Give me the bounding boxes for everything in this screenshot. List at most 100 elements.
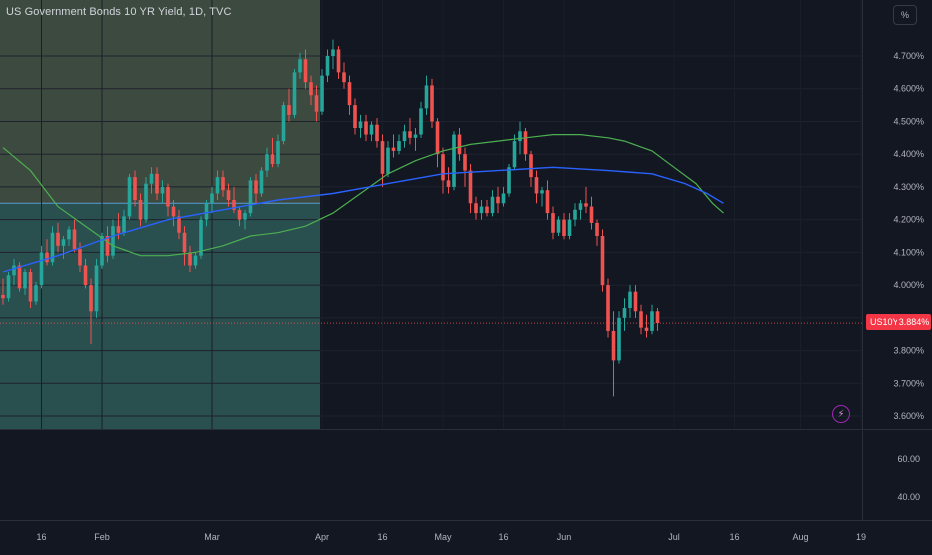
candle[interactable] xyxy=(617,311,621,364)
candle[interactable] xyxy=(127,173,132,220)
candle[interactable] xyxy=(6,272,11,302)
candle[interactable] xyxy=(353,98,357,135)
candle[interactable] xyxy=(232,186,236,214)
candle[interactable] xyxy=(551,206,555,240)
candle[interactable] xyxy=(309,75,313,106)
candle[interactable] xyxy=(479,200,484,220)
candle[interactable] xyxy=(138,193,143,227)
candle[interactable] xyxy=(155,167,159,201)
candle[interactable] xyxy=(474,196,478,220)
candle[interactable] xyxy=(166,183,170,217)
candle[interactable] xyxy=(633,285,638,318)
candle[interactable] xyxy=(149,167,154,194)
candle[interactable] xyxy=(265,147,269,178)
candle[interactable] xyxy=(534,170,539,204)
candle[interactable] xyxy=(441,147,445,194)
candle[interactable] xyxy=(182,226,187,266)
candle[interactable] xyxy=(199,216,203,259)
candle[interactable] xyxy=(573,203,577,227)
candle[interactable] xyxy=(523,128,528,161)
candle[interactable] xyxy=(83,258,88,289)
candle[interactable] xyxy=(507,164,511,197)
candle[interactable] xyxy=(325,49,330,83)
candle[interactable] xyxy=(358,114,363,138)
candle[interactable] xyxy=(606,278,610,338)
candle[interactable] xyxy=(45,239,49,266)
candle[interactable] xyxy=(89,278,93,345)
candle[interactable] xyxy=(111,219,115,259)
candle[interactable] xyxy=(413,128,418,151)
candle[interactable] xyxy=(28,268,33,309)
candle[interactable] xyxy=(501,186,506,207)
candle[interactable] xyxy=(50,226,55,266)
candle[interactable] xyxy=(446,167,451,194)
candle[interactable] xyxy=(375,118,379,148)
candle[interactable] xyxy=(270,137,275,168)
candle[interactable] xyxy=(342,62,346,89)
candle[interactable] xyxy=(512,134,517,171)
candle[interactable] xyxy=(34,281,38,305)
candle[interactable] xyxy=(188,245,192,273)
candle[interactable] xyxy=(562,213,566,240)
candle[interactable] xyxy=(133,170,137,207)
candle[interactable] xyxy=(331,39,335,70)
candle[interactable] xyxy=(540,186,544,207)
candle[interactable] xyxy=(567,213,572,240)
price-axis[interactable]: 4.700% 4.600% 4.500% 4.400% 4.300% 4.200% 4.10… xyxy=(893,51,924,502)
candle[interactable] xyxy=(600,229,605,292)
candle[interactable] xyxy=(171,200,176,227)
candle[interactable] xyxy=(397,134,401,155)
candle[interactable] xyxy=(292,69,297,119)
candle[interactable] xyxy=(644,314,649,338)
candle[interactable] xyxy=(628,285,632,318)
candle[interactable] xyxy=(424,75,429,115)
candle[interactable] xyxy=(402,124,407,148)
candle[interactable] xyxy=(221,170,225,197)
candle[interactable] xyxy=(556,216,561,237)
candle[interactable] xyxy=(243,209,247,230)
candle[interactable] xyxy=(298,52,302,79)
candle[interactable] xyxy=(94,258,99,318)
candle[interactable] xyxy=(259,167,264,197)
candle[interactable] xyxy=(485,200,489,217)
candle[interactable] xyxy=(314,85,319,122)
candle[interactable] xyxy=(248,177,253,217)
candle[interactable] xyxy=(650,304,654,335)
candle[interactable] xyxy=(193,252,198,269)
unit-button[interactable]: % xyxy=(893,5,917,25)
candle[interactable] xyxy=(12,258,16,286)
candle[interactable] xyxy=(23,268,27,295)
candle[interactable] xyxy=(364,114,368,142)
lightning-icon[interactable]: ⚡ xyxy=(832,405,850,423)
candle[interactable] xyxy=(56,222,60,253)
candle[interactable] xyxy=(72,219,77,253)
time-axis[interactable]: 16 Feb Mar Apr 16 May 16 Jun Jul 16 Aug 19 xyxy=(36,532,866,542)
candle[interactable] xyxy=(611,311,616,397)
candle[interactable] xyxy=(639,304,643,335)
candle[interactable] xyxy=(276,134,280,168)
candle[interactable] xyxy=(655,308,660,331)
candle[interactable] xyxy=(122,209,126,237)
candle[interactable] xyxy=(622,298,627,331)
candle[interactable] xyxy=(215,170,220,201)
candle[interactable] xyxy=(160,180,165,204)
candle[interactable] xyxy=(100,232,104,269)
candle[interactable] xyxy=(419,101,423,138)
candle[interactable] xyxy=(457,128,462,161)
candle[interactable] xyxy=(496,186,500,214)
candle[interactable] xyxy=(67,226,71,246)
candle[interactable] xyxy=(144,177,148,223)
candle[interactable] xyxy=(430,78,434,129)
candle[interactable] xyxy=(281,101,286,145)
candle[interactable] xyxy=(1,278,5,305)
candle[interactable] xyxy=(287,88,291,122)
candle[interactable] xyxy=(468,164,473,214)
candle[interactable] xyxy=(177,209,181,240)
candle[interactable] xyxy=(237,206,242,227)
candle[interactable] xyxy=(39,245,44,289)
candle[interactable] xyxy=(545,180,550,220)
candle[interactable] xyxy=(320,69,324,115)
candle[interactable] xyxy=(254,173,258,204)
candle[interactable] xyxy=(595,219,599,246)
candle[interactable] xyxy=(408,118,412,145)
